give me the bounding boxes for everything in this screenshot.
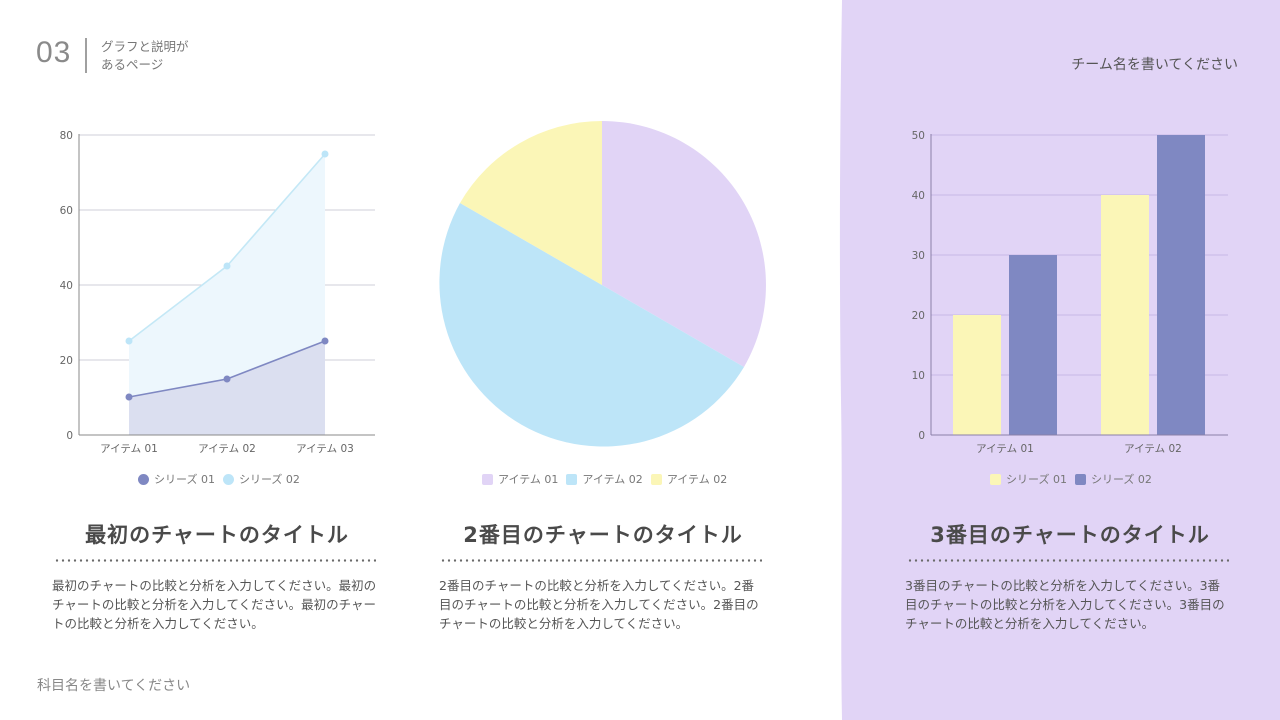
legend-dot-icon <box>138 473 149 485</box>
chart2-legend: アイテム 01 アイテム 02 アイテム 02 <box>482 471 727 487</box>
legend-item-series-02: シリーズ 02 <box>1074 471 1152 487</box>
bar-chart: 0 10 20 30 40 50 アイテム 01 アイテム 02 <box>890 120 1240 460</box>
svg-text:50: 50 <box>912 130 925 142</box>
legend-square-icon <box>1074 473 1086 485</box>
svg-text:30: 30 <box>912 250 925 262</box>
wavy-edge <box>839 0 850 720</box>
legend-item-series-01: シリーズ 01 <box>990 471 1067 487</box>
svg-text:0: 0 <box>918 430 925 442</box>
svg-text:20: 20 <box>912 310 925 322</box>
legend-square-icon <box>990 473 1001 485</box>
card3-title: 3番目のチャートのタイトル <box>930 523 1210 547</box>
legend-label: シリーズ 01 <box>1006 473 1067 486</box>
chart1-legend: シリーズ 01 シリーズ 02 <box>138 471 300 487</box>
legend-label: シリーズ 02 <box>1090 473 1152 486</box>
svg-text:20: 20 <box>60 355 73 367</box>
svg-text:アイテム 03: アイテム 03 <box>296 443 354 455</box>
svg-text:アイテム 02: アイテム 02 <box>1124 443 1182 455</box>
legend-label: アイテム 02 <box>666 473 728 486</box>
line-area-chart: 0 20 40 60 80 アイテム 01 アイテム 02 アイテム 03 <box>40 120 390 460</box>
card1-title: 最初のチャートのタイトル <box>85 523 349 547</box>
svg-text:80: 80 <box>60 130 73 142</box>
legend-item-series-02: シリーズ 02 <box>222 471 300 487</box>
card2-title: 2番目のチャートのタイトル <box>463 523 743 547</box>
legend-item-2: アイテム 02 <box>566 471 643 487</box>
legend-label: シリーズ 02 <box>238 473 300 486</box>
svg-text:アイテム 01: アイテム 01 <box>976 443 1034 455</box>
team-name: チーム名を書いてください <box>1071 57 1238 73</box>
section-divider <box>85 38 87 73</box>
legend-square-icon <box>566 473 578 485</box>
svg-text:アイテム 02: アイテム 02 <box>198 443 256 455</box>
section-label-line2: あるページ <box>101 57 164 72</box>
svg-text:40: 40 <box>912 190 925 202</box>
svg-text:60: 60 <box>60 205 73 217</box>
legend-label: シリーズ 01 <box>154 473 215 486</box>
chart3-legend: シリーズ 01 シリーズ 02 <box>990 471 1152 487</box>
card1-dotted-divider <box>54 559 376 562</box>
svg-text:10: 10 <box>912 370 925 382</box>
section-label-line1: グラフと説明が <box>101 39 189 54</box>
section-label: グラフと説明が あるページ <box>101 38 189 74</box>
svg-text:0: 0 <box>66 430 73 442</box>
card2-description: 2番目のチャートの比較と分析を入力してください。2番目のチャートの比較と分析を入… <box>439 578 759 631</box>
svg-text:アイテム 01: アイテム 01 <box>100 443 158 455</box>
legend-item-series-01: シリーズ 01 <box>138 471 215 487</box>
section-number: 03 <box>36 36 72 69</box>
card3-description: 3番目のチャートの比較と分析を入力してください。3番目のチャートの比較と分析を入… <box>905 578 1225 631</box>
legend-label: アイテム 02 <box>582 473 643 486</box>
legend-square-icon <box>650 473 662 485</box>
card2-dotted-divider <box>440 559 762 562</box>
subject-name: 科目名を書いてください <box>37 678 191 694</box>
pie-chart <box>430 110 780 460</box>
legend-dot-icon <box>222 473 234 485</box>
legend-item-1: アイテム 01 <box>482 471 558 487</box>
card3-dotted-divider <box>907 559 1229 562</box>
card1-description: 最初のチャートの比較と分析を入力してください。最初のチャートの比較と分析を入力し… <box>52 578 377 631</box>
legend-label: アイテム 01 <box>498 473 559 486</box>
legend-item-3: アイテム 02 <box>650 471 728 487</box>
right-panel-background <box>839 0 1280 720</box>
legend-square-icon <box>482 473 493 485</box>
svg-text:40: 40 <box>60 280 73 292</box>
